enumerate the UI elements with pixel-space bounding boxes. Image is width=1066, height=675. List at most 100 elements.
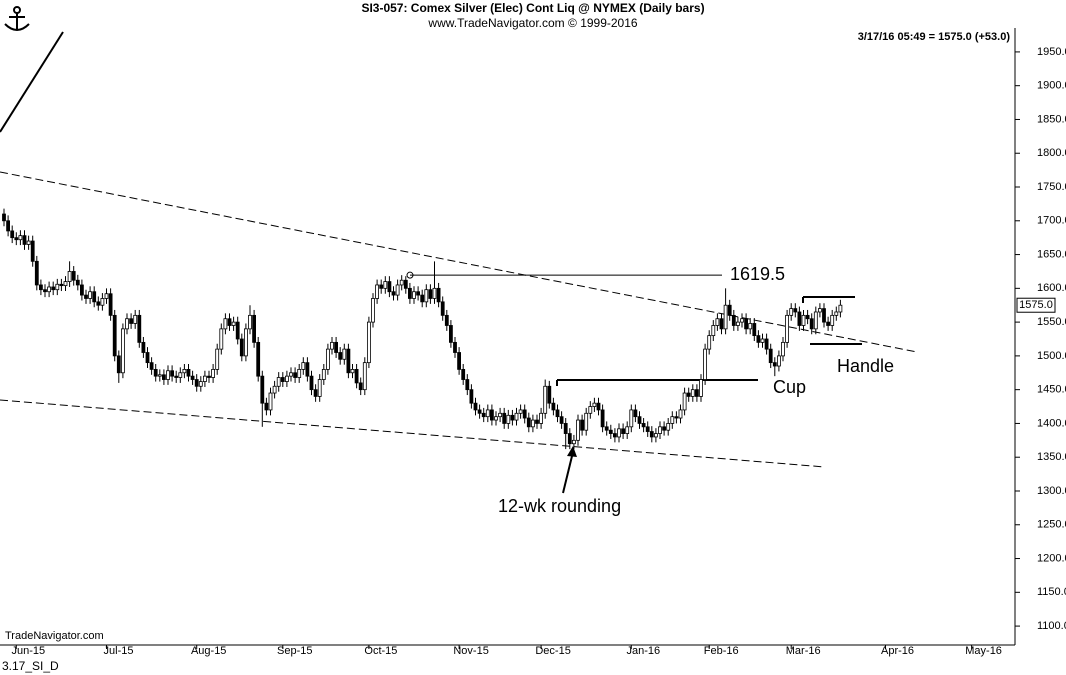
- y-tick-label: 1650.0: [1037, 248, 1066, 260]
- candle-body: [719, 318, 724, 330]
- candle-body: [551, 402, 556, 411]
- candle-body: [272, 385, 277, 394]
- y-tick-label: 1250.0: [1037, 519, 1066, 531]
- x-tick-label: Feb-16: [704, 645, 739, 657]
- candle-body: [690, 389, 695, 397]
- candle-body: [26, 240, 31, 245]
- candle-body: [789, 308, 794, 316]
- candle-body: [674, 416, 679, 419]
- candle-body: [670, 416, 675, 424]
- candle-body: [453, 341, 457, 353]
- candle-body: [547, 385, 552, 404]
- candle-body: [736, 321, 740, 326]
- file-label: 3.17_SI_D: [2, 659, 59, 673]
- candle-body: [334, 341, 339, 353]
- y-tick-label: 1700.0: [1037, 215, 1066, 227]
- y-tick-label: 1600.0: [1037, 282, 1066, 294]
- candle-body: [465, 379, 470, 391]
- candle-body: [485, 409, 490, 418]
- candle-body: [608, 429, 613, 434]
- candle-body: [424, 289, 429, 303]
- candle-body: [231, 321, 236, 326]
- candle-body: [121, 328, 125, 374]
- candle-body: [215, 348, 220, 370]
- candle-body: [649, 431, 654, 438]
- x-tick-label: Nov-15: [453, 645, 488, 657]
- candle-body: [436, 287, 441, 303]
- candle-body: [39, 284, 43, 291]
- candle-body: [662, 426, 666, 431]
- candle-body: [325, 348, 330, 370]
- candle-body: [526, 417, 531, 428]
- candle-body: [125, 318, 129, 330]
- candle-body: [682, 392, 687, 411]
- candle-body: [457, 352, 462, 370]
- candle-body: [715, 318, 720, 326]
- candle-body: [395, 284, 400, 296]
- candle-body: [678, 409, 683, 419]
- candle-body: [166, 370, 170, 380]
- candle-body: [211, 368, 216, 378]
- candle-body: [223, 318, 228, 330]
- candle-body: [280, 377, 285, 382]
- arrow: [562, 451, 574, 494]
- candle-body: [522, 409, 527, 419]
- chart-title: SI3-057: Comex Silver (Elec) Cont Liq @ …: [361, 1, 704, 15]
- candle-body: [22, 235, 27, 245]
- candle-body: [157, 374, 162, 377]
- level-point: [406, 271, 414, 279]
- candle-body: [18, 235, 23, 241]
- candle-body: [30, 240, 35, 262]
- candle-body: [92, 291, 97, 303]
- candle-body: [592, 402, 597, 407]
- plot: 1100.0 1150.0 1200.0 1250.0 1300.0 1350.0 1400…: [2, 46, 1066, 657]
- candle-body: [34, 260, 39, 286]
- candle-body: [613, 433, 617, 438]
- candle-body: [818, 308, 822, 313]
- x-tick-label: Oct-15: [364, 645, 397, 657]
- arrow-head: [567, 446, 577, 457]
- candle-body: [264, 402, 269, 411]
- candle-body: [309, 375, 314, 391]
- candle-body: [399, 279, 404, 286]
- candle-body: [149, 362, 154, 370]
- y-tick-label: 1900.0: [1037, 80, 1066, 92]
- candle-body: [170, 370, 175, 377]
- candle-body: [403, 279, 408, 289]
- candle-body: [358, 382, 363, 391]
- candle-body: [572, 439, 576, 445]
- candle-body: [805, 314, 810, 320]
- x-tick-label: Sep-15: [277, 645, 312, 657]
- candle-body: [731, 314, 736, 326]
- candle-body: [100, 298, 105, 306]
- candle-body: [129, 318, 134, 324]
- trendline: [0, 399, 826, 468]
- candle-body: [317, 379, 322, 397]
- candle-body: [202, 375, 207, 382]
- candle-body: [629, 409, 634, 428]
- candle-body: [834, 311, 839, 316]
- y-tick-label: 1950.0: [1037, 46, 1066, 58]
- candle-body: [502, 412, 507, 424]
- candle-body: [604, 426, 609, 431]
- level-label: 1619.5: [730, 264, 785, 284]
- candle-body: [777, 355, 781, 367]
- candle-body: [510, 414, 515, 421]
- candle-body: [744, 318, 748, 330]
- candle-body: [55, 283, 60, 291]
- last-price-box: [1016, 297, 1056, 313]
- candle-body: [391, 291, 396, 296]
- x-tick-label: Mar-16: [786, 645, 821, 657]
- candle-body: [297, 368, 302, 378]
- candle-body: [822, 308, 826, 323]
- candle-body: [813, 311, 818, 330]
- candle-body: [276, 377, 281, 387]
- candle-body: [625, 426, 630, 434]
- candle-body: [535, 419, 539, 424]
- trendline: [0, 31, 64, 133]
- candle-body: [838, 304, 843, 313]
- x-tick-label: Jun-15: [11, 645, 45, 657]
- candle-body: [809, 318, 814, 330]
- candle-body: [47, 286, 51, 293]
